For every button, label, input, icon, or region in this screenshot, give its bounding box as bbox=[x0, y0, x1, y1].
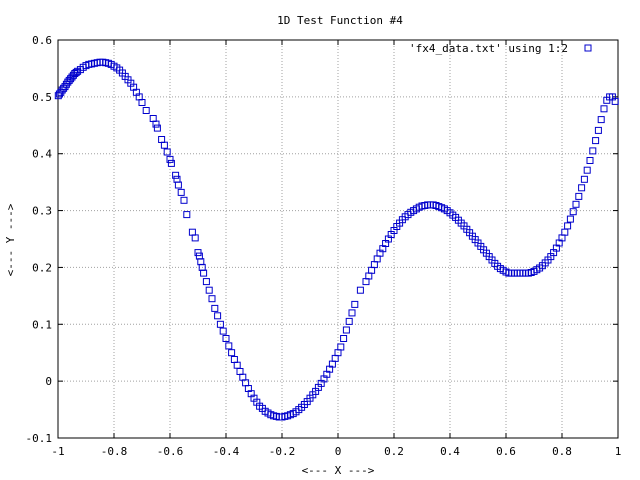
x-tick-label: 0.2 bbox=[384, 445, 404, 458]
x-tick-label: -0.2 bbox=[269, 445, 296, 458]
data-point bbox=[177, 188, 185, 196]
y-tick-label: -0.1 bbox=[26, 432, 53, 445]
data-point bbox=[611, 97, 619, 105]
data-point bbox=[172, 171, 180, 179]
data-point bbox=[592, 137, 600, 145]
x-tick-label: -0.8 bbox=[101, 445, 128, 458]
data-point bbox=[222, 335, 230, 342]
x-tick-label: 0.4 bbox=[440, 445, 460, 458]
data-point bbox=[216, 320, 224, 328]
y-axis-label: <--- Y ---> bbox=[4, 203, 17, 276]
x-tick-label: -1 bbox=[51, 445, 64, 458]
data-point bbox=[167, 159, 175, 167]
data-point bbox=[561, 228, 569, 236]
data-point bbox=[597, 116, 605, 124]
data-point bbox=[342, 326, 350, 334]
data-point bbox=[200, 269, 208, 277]
data-point bbox=[566, 215, 574, 223]
data-point bbox=[340, 335, 348, 342]
data-point bbox=[228, 349, 236, 357]
data-point bbox=[356, 286, 364, 294]
y-axis-ticks: -0.1 0 0.1 0.2 0.3 0.4 0.5 0.6 bbox=[26, 34, 618, 445]
data-point bbox=[368, 266, 376, 274]
data-point bbox=[373, 255, 381, 263]
data-point bbox=[158, 136, 166, 143]
y-tick-label: 0.3 bbox=[32, 205, 52, 218]
data-point bbox=[575, 192, 583, 200]
data-point bbox=[153, 124, 161, 132]
data-point bbox=[233, 361, 241, 369]
data-point bbox=[594, 126, 602, 134]
x-axis-label: <--- X ---> bbox=[302, 464, 375, 477]
data-point bbox=[160, 141, 168, 149]
y-tick-label: 0.2 bbox=[32, 261, 52, 274]
data-point bbox=[219, 327, 227, 335]
data-point bbox=[191, 234, 199, 242]
data-point bbox=[586, 157, 594, 164]
data-point bbox=[152, 120, 160, 128]
data-point bbox=[370, 261, 378, 269]
data-point bbox=[572, 200, 580, 208]
data-point bbox=[600, 105, 608, 113]
data-point bbox=[564, 222, 572, 230]
data-point bbox=[230, 356, 238, 363]
data-point bbox=[331, 354, 339, 362]
y-tick-label: 0.4 bbox=[32, 148, 52, 161]
data-point bbox=[351, 300, 359, 308]
y-tick-label: 0.6 bbox=[32, 34, 52, 47]
data-point bbox=[183, 211, 191, 219]
data-point bbox=[236, 368, 244, 375]
data-point bbox=[580, 175, 588, 183]
x-axis-ticks: -1 -0.8 -0.6 -0.4 -0.2 0 0.2 0.4 0.6 0.8 1 bbox=[51, 40, 621, 458]
data-point bbox=[225, 342, 233, 350]
data-point bbox=[589, 147, 597, 155]
data-point bbox=[166, 155, 174, 163]
y-tick-label: 0 bbox=[45, 375, 52, 388]
data-point bbox=[214, 312, 222, 320]
chart-title: 1D Test Function #4 bbox=[277, 14, 403, 27]
data-point bbox=[578, 184, 586, 192]
x-tick-label: -0.6 bbox=[157, 445, 184, 458]
data-point bbox=[569, 208, 577, 216]
data-point bbox=[202, 278, 210, 286]
x-tick-label: 1 bbox=[615, 445, 622, 458]
grid-lines bbox=[58, 40, 618, 438]
data-point bbox=[208, 295, 216, 303]
legend: 'fx4_data.txt' using 1:2 bbox=[409, 42, 592, 55]
data-point bbox=[205, 286, 213, 294]
data-point bbox=[337, 343, 345, 351]
x-tick-label: 0.6 bbox=[496, 445, 516, 458]
data-point bbox=[348, 309, 356, 317]
data-point bbox=[163, 148, 171, 156]
data-point bbox=[174, 181, 182, 189]
legend-marker bbox=[584, 44, 592, 52]
data-point bbox=[138, 99, 146, 106]
data-point bbox=[345, 317, 353, 325]
legend-label: 'fx4_data.txt' using 1:2 bbox=[409, 42, 568, 55]
x-tick-label: 0 bbox=[335, 445, 342, 458]
x-tick-label: -0.4 bbox=[213, 445, 240, 458]
data-point bbox=[188, 228, 196, 236]
y-tick-label: 0.1 bbox=[32, 318, 52, 331]
data-point bbox=[583, 166, 591, 174]
data-point bbox=[142, 107, 150, 114]
y-tick-label: 0.5 bbox=[32, 91, 52, 104]
data-points bbox=[54, 58, 619, 421]
data-point bbox=[211, 304, 219, 312]
data-point bbox=[180, 196, 188, 204]
x-tick-label: 0.8 bbox=[552, 445, 572, 458]
